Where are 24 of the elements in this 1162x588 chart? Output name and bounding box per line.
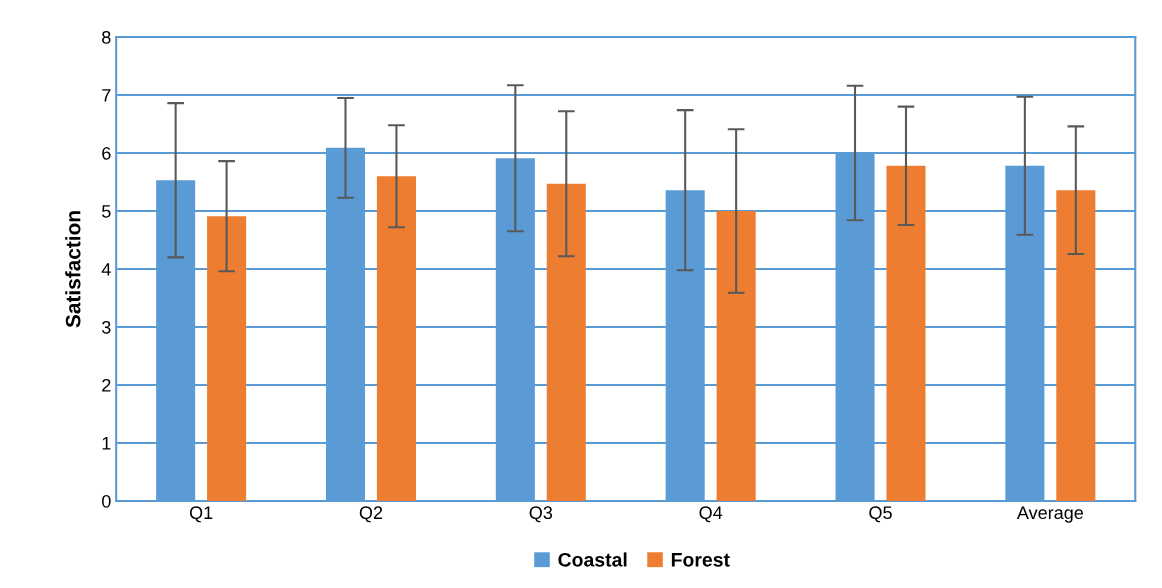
bar xyxy=(376,176,416,501)
y-axis-title: Satisfaction xyxy=(65,211,81,328)
y-tick-label: 0 xyxy=(102,494,111,508)
x-tick-label: Q3 xyxy=(529,506,553,523)
x-tick-label: Q5 xyxy=(869,506,892,523)
y-tick-label: 3 xyxy=(101,320,111,334)
bar xyxy=(546,183,586,501)
y-tick-label: 1 xyxy=(102,437,111,450)
y-tick-label: 5 xyxy=(102,205,111,218)
y-tick-label: 6 xyxy=(102,146,111,160)
y-tick-label: 2 xyxy=(102,378,111,392)
x-tick-label: Q2 xyxy=(359,506,383,523)
bar xyxy=(207,216,247,501)
y-tick-label: 4 xyxy=(101,263,111,276)
x-tick-label: Q4 xyxy=(699,506,723,523)
bar xyxy=(886,165,926,501)
y-tick-label: 8 xyxy=(102,30,111,44)
bar xyxy=(716,211,756,501)
x-tick-label: Average xyxy=(1016,506,1084,523)
legend-label: Forest xyxy=(671,553,730,567)
bar xyxy=(1056,190,1096,501)
y-tick-label: 7 xyxy=(102,89,111,102)
legend-label: Coastal xyxy=(558,552,627,567)
x-tick-label: Q1 xyxy=(189,506,213,523)
